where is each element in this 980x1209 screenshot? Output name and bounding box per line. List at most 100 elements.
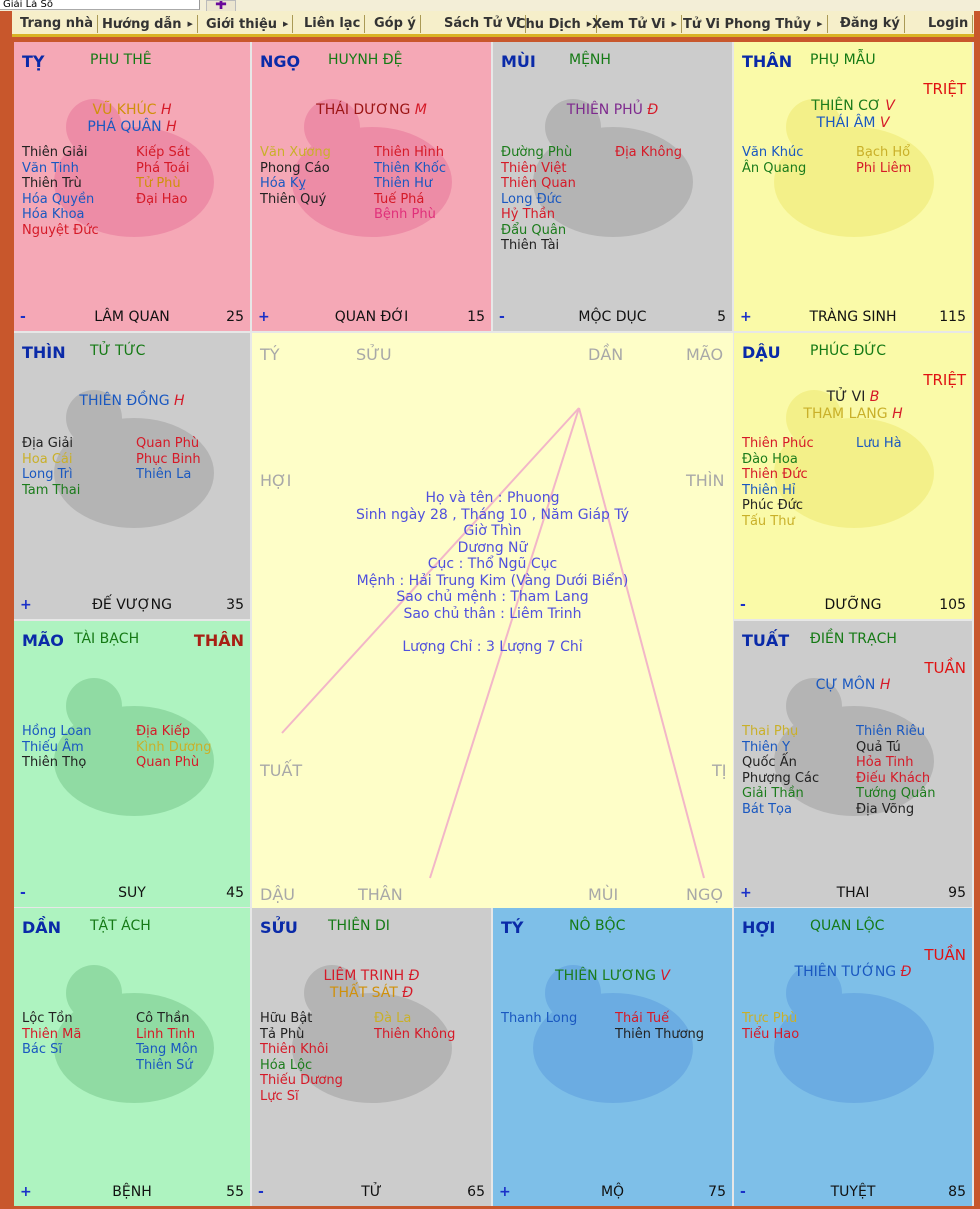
bottom-border: [0, 1206, 980, 1209]
browser-tab-strip: Giải Lá Số ✚: [0, 0, 980, 12]
main-stars: VŨ KHÚC H PHÁ QUÂN H: [14, 102, 250, 136]
minor-star: Đường Phù: [501, 145, 573, 160]
palace-cell-1[interactable]: NGỌ HUYNH ĐỆ THÁI DƯƠNG M Văn Xương Phong Cá…: [252, 42, 491, 331]
palace-title: PHỤ MẪU: [810, 52, 876, 68]
minor-star: Cô Thần: [136, 1011, 190, 1026]
branch-suu: SỬU: [356, 345, 392, 364]
minor-star: Thiên La: [136, 467, 192, 482]
right-stars: Bạch Hổ Phi Liêm: [856, 145, 911, 176]
left-stars: Đường Phù Thiên Việt Thiên Quan Long Đức Hỷ …: [501, 145, 576, 254]
info-spacer: [252, 622, 733, 639]
palace-cell-4[interactable]: THÌN TỬ TỨC THIÊN ĐỒNG H Địa Giải Hoa Cái Lon…: [14, 333, 250, 619]
menu-item-7[interactable]: Xem Tử Vi: [588, 15, 682, 33]
palace-illustration: [774, 390, 934, 528]
minor-star: Hóa Lộc: [260, 1057, 313, 1073]
menu-item-1[interactable]: Hướng dẫn: [98, 15, 198, 33]
menu-item-8[interactable]: Tử Vi Phong Thủy: [679, 15, 828, 33]
life-phase: TRÀNG SINH: [809, 309, 897, 325]
browser-tab[interactable]: Giải Lá Số: [0, 0, 200, 10]
menu-item-4[interactable]: Góp ý: [370, 15, 421, 33]
palace-title: ĐIỀN TRẠCH: [810, 631, 897, 647]
minor-star: Thiên Khôi: [260, 1042, 329, 1057]
minor-star: Thiên Khốc: [374, 160, 447, 176]
yin-yang-sign: +: [20, 597, 32, 613]
right-stars: Quan Phù Phục Binh Thiên La: [136, 436, 201, 483]
right-stars: Kiếp Sát Phá Toái Tử Phù Đại Hao: [136, 145, 190, 207]
minor-star: Ân Quang: [742, 160, 807, 176]
minor-star: Thiên Hỉ: [742, 482, 796, 498]
main-star: VŨ KHÚC H: [92, 102, 172, 118]
branch-hoi: HỢI: [260, 471, 292, 490]
menu-item-6[interactable]: Chu Dịch: [512, 15, 598, 33]
left-stars: Văn Khúc Ân Quang: [742, 145, 806, 176]
palace-cell-9[interactable]: SỬU THIÊN DI LIÊM TRINH Đ THẤT SÁT Đ Hữu Bật…: [252, 908, 491, 1206]
main-stars: THIÊN TƯỚNG Đ: [734, 964, 972, 981]
minor-star: Địa Giải: [22, 436, 74, 451]
palace-footer: + MỘ 75: [493, 1184, 732, 1202]
palace-title: TÀI BẠCH: [74, 631, 140, 647]
right-stars: Cô Thần Linh Tinh Tang Môn Thiên Sứ: [136, 1011, 198, 1073]
palace-cell-11[interactable]: HỢI QUAN LỘC TUẦN THIÊN TƯỚNG Đ Trực Phù Tiểu…: [734, 908, 972, 1206]
palace-cell-10[interactable]: TÝ NÔ BỘC THIÊN LƯƠNG V Thanh Long Thái Tuế T…: [493, 908, 732, 1206]
right-stars: Thiên Riêu Quả Tú Hỏa Tinh Điếu Khách Tướng …: [856, 724, 935, 817]
menu-item-2[interactable]: Giới thiệu: [202, 15, 294, 33]
menu-item-0[interactable]: Trang nhà: [16, 15, 98, 33]
age-number: 5: [717, 309, 726, 325]
minor-star: Quốc Ấn: [742, 755, 797, 770]
minor-star: Tả Phù: [260, 1026, 305, 1042]
main-star: CỰ MÔN H: [815, 677, 891, 693]
yin-yang-sign: +: [499, 1184, 511, 1200]
minor-star: Thiên Giải: [22, 145, 88, 160]
minor-star: Thiếu Dương: [260, 1073, 343, 1088]
palace-branch: TỴ: [22, 52, 45, 71]
minor-star: Thiên Thọ: [22, 755, 87, 770]
left-stars: Thiên Giải Văn Tinh Thiên Trù Hóa Quyền Hóa …: [22, 145, 99, 238]
yin-yang-sign: +: [740, 885, 752, 901]
palace-cell-8[interactable]: DẦN TẬT ÁCH Lộc Tồn Thiên Mã Bác Sĩ Cô Thần Li…: [14, 908, 250, 1206]
minor-star: Linh Tinh: [136, 1026, 196, 1042]
palace-cell-2[interactable]: MÙI MỆNH THIÊN PHỦ Đ Đường Phù Thiên Việt Thi…: [493, 42, 732, 331]
branch-ty: TÝ: [260, 345, 280, 364]
minor-star: Thiên Sứ: [136, 1057, 193, 1073]
minor-star: Phúc Đức: [742, 498, 804, 513]
minor-star: Tấu Thư: [742, 513, 795, 529]
main-stars: LIÊM TRINH Đ THẤT SÁT Đ: [252, 968, 491, 1002]
yin-yang-sign: +: [258, 309, 270, 325]
info-line: Lượng Chỉ : 3 Lượng 7 Chỉ: [402, 639, 583, 655]
main-star: THAM LANG H: [803, 406, 903, 422]
left-stars: Thanh Long: [501, 1011, 577, 1027]
minor-star: Bác Sĩ: [22, 1042, 63, 1057]
main-stars: TỬ VI B THAM LANG H: [734, 389, 972, 423]
minor-star: Phi Liêm: [856, 160, 912, 176]
palace-illustration: [54, 99, 214, 237]
palace-cell-5[interactable]: DẬU PHÚC ĐỨC TRIỆT TỬ VI B THAM LANG H Thiên …: [734, 333, 972, 619]
palace-cell-7[interactable]: TUẤT ĐIỀN TRẠCH TUẦN CỰ MÔN H Thai Phụ Thiên …: [734, 621, 972, 907]
palace-branch: TÝ: [501, 918, 524, 937]
minor-star: Hoa Cái: [22, 451, 73, 467]
info-line: Cục : Thổ Ngũ Cục: [427, 556, 558, 572]
main-stars: THÁI DƯƠNG M: [252, 102, 491, 119]
palace-cell-0[interactable]: TỴ PHU THÊ VŨ KHÚC H PHÁ QUÂN H Thiên Giải Vă…: [14, 42, 250, 331]
palace-cell-6[interactable]: MÃO TÀI BẠCH THÂN Hồng Loan Thiếu Âm Thiên Th…: [14, 621, 250, 907]
life-phase: DƯỠNG: [824, 597, 882, 613]
minor-star: Địa Kiếp: [136, 724, 191, 739]
branch-tuat: TUẤT: [260, 761, 303, 780]
palace-footer: + TRÀNG SINH 115: [734, 309, 972, 327]
age-number: 75: [708, 1184, 726, 1200]
menu-item-10[interactable]: Login: [924, 15, 974, 33]
palace-cell-3[interactable]: THÂN PHỤ MẪU TRIỆT THIÊN CƠ V THÁI ÂM V Văn K…: [734, 42, 972, 331]
yin-yang-sign: +: [20, 1184, 32, 1200]
minor-star: Thiên Trù: [22, 176, 82, 191]
palace-footer: - TỬ 65: [252, 1184, 491, 1202]
main-star: THIÊN PHỦ Đ: [566, 102, 659, 118]
main-star: THIÊN CƠ V: [811, 98, 895, 114]
minor-star: Bệnh Phù: [374, 207, 436, 222]
left-stars: Thiên Phúc Đào Hoa Thiên Đức Thiên Hỉ Phúc Đ…: [742, 436, 814, 529]
palace-illustration: [54, 965, 214, 1103]
palace-title: MỆNH: [569, 52, 611, 68]
palace-illustration: [292, 965, 452, 1103]
menu-item-9[interactable]: Đăng ký: [836, 15, 905, 33]
minor-star: Văn Khúc: [742, 145, 804, 160]
menu-item-3[interactable]: Liên lạc: [300, 15, 366, 33]
